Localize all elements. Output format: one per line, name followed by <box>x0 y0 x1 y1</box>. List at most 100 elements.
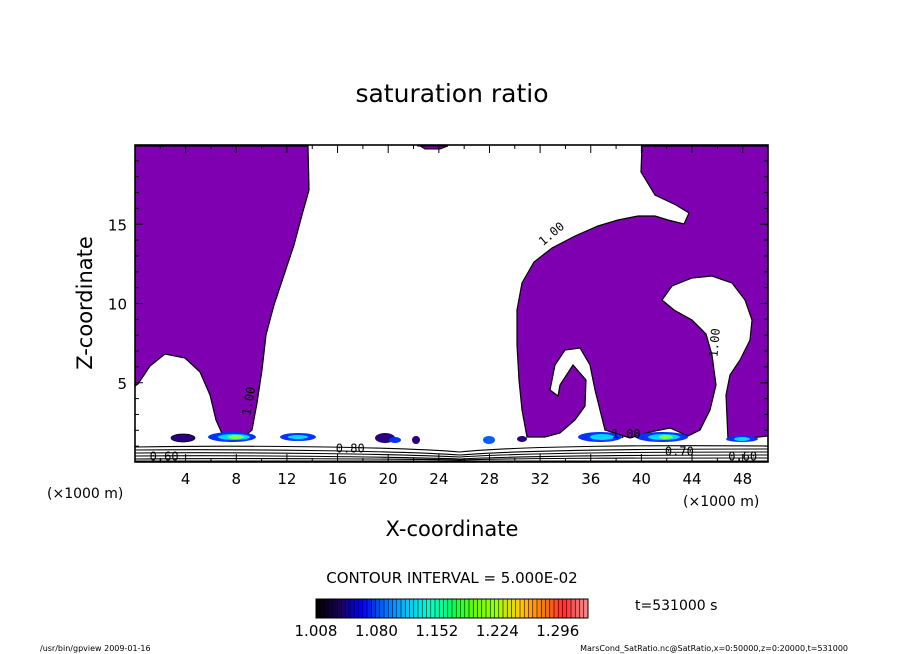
colorbar-swatch <box>447 599 453 618</box>
colorbar-swatch <box>443 599 449 618</box>
colorbar-swatch <box>473 599 478 618</box>
contour-label: 1.00 <box>612 427 641 441</box>
colorbar-swatch <box>379 599 385 618</box>
x-tick-label: 36 <box>581 470 600 488</box>
y-axis-unit: (×1000 m) <box>47 486 123 502</box>
colorbar-swatch <box>401 599 406 618</box>
colorbar-swatch <box>579 599 585 618</box>
colorbar-tick-label: 1.152 <box>415 622 458 640</box>
x-tick-label: 44 <box>682 470 701 488</box>
colorbar-swatch <box>316 599 321 618</box>
colorbar-swatch <box>354 599 359 618</box>
x-tick-label: 48 <box>733 470 752 488</box>
colorbar-swatch <box>566 599 572 618</box>
colorbar-swatch <box>515 599 521 618</box>
colorbar-swatch <box>481 599 487 618</box>
colorbar-swatch <box>405 599 410 618</box>
colorbar-swatch <box>511 599 517 618</box>
contour-label: 0.80 <box>336 441 365 455</box>
colorbar-swatch <box>558 599 563 618</box>
colorbar-frame <box>315 598 589 619</box>
colorbar-swatch <box>371 599 376 618</box>
colorbar-swatch <box>507 599 512 618</box>
colorbar-swatch <box>541 599 546 618</box>
time-label: t=531000 s <box>635 598 717 614</box>
x-tick-label: 8 <box>232 470 242 488</box>
colorbar-swatch <box>524 599 529 618</box>
colorbar-swatch <box>430 599 436 618</box>
colorbar-swatch <box>571 599 576 618</box>
colorbar-swatch <box>537 599 542 618</box>
colorbar-swatch <box>490 599 495 618</box>
colorbar-swatch <box>320 599 325 618</box>
colorbar-swatch <box>328 599 334 618</box>
colorbar-swatch <box>422 599 427 618</box>
colorbar-swatch <box>341 599 347 618</box>
colorbar-swatch <box>350 599 355 618</box>
colorbar-swatch <box>324 599 330 618</box>
x-tick-label: 32 <box>531 470 550 488</box>
colorbar-swatch <box>337 599 342 618</box>
colorbar-tick-label: 1.080 <box>355 622 398 640</box>
contour-label: 0.70 <box>665 445 694 459</box>
y-axis-ticks: 5 10 15 <box>108 160 768 447</box>
colorbar-swatch <box>396 599 402 618</box>
x-tick-label: 28 <box>480 470 499 488</box>
x-tick-label: 12 <box>277 470 296 488</box>
colorbar-swatch <box>494 599 500 618</box>
colorbar-swatch <box>549 599 555 618</box>
plot-area: 1.001.001.001.001.000.60 0.600.80 0.70 <box>135 136 768 463</box>
colorbar-swatch <box>409 599 415 618</box>
colorbar-swatch <box>345 599 351 618</box>
colorbar-swatch <box>384 599 389 618</box>
colorbar-swatch <box>452 599 457 618</box>
colorbar-tick-label: 1.296 <box>536 622 579 640</box>
colorbar-swatch <box>439 599 444 618</box>
x-tick-label: 20 <box>379 470 398 488</box>
y-tick-label: 5 <box>117 375 127 393</box>
colorbar-swatch <box>545 599 551 618</box>
surface-contours <box>135 445 768 462</box>
saturated-region-right <box>516 145 768 441</box>
colorbar-swatch <box>375 599 381 618</box>
x-axis-unit: (×1000 m) <box>683 494 759 510</box>
colorbar-tick-label: 1.008 <box>295 622 338 640</box>
colorbar <box>315 599 589 618</box>
colorbar-swatch <box>358 599 364 618</box>
colorbar-swatch <box>486 599 491 618</box>
colorbar-swatch <box>520 599 525 618</box>
colorbar-swatch <box>583 599 589 618</box>
footer-left: /usr/bin/gpview 2009-01-16 <box>40 644 151 653</box>
colorbar-swatch <box>333 599 338 618</box>
colorbar-labels: 1.008 1.080 1.152 1.224 1.296 <box>295 622 580 640</box>
contour-label: 0.60 <box>150 449 179 463</box>
chart-title: saturation ratio <box>355 79 548 108</box>
colorbar-swatch <box>388 599 393 618</box>
contour-label: 1.00 <box>416 136 445 150</box>
colorbar-swatch <box>392 599 398 618</box>
colorbar-swatch <box>575 599 580 618</box>
contour-label: 1.00 <box>706 328 722 358</box>
colorbar-swatch <box>498 599 504 618</box>
contour-interval-label: CONTOUR INTERVAL = 5.000E-02 <box>326 569 577 587</box>
colorbar-swatch <box>477 599 483 618</box>
colorbar-swatch <box>413 599 419 618</box>
colorbar-swatch <box>460 599 466 618</box>
colorbar-tick-label: 1.224 <box>476 622 519 640</box>
x-axis-ticks: 4 8 12 16 20 24 28 32 36 40 44 48 <box>159 145 752 488</box>
footer-right: MarsCond_SatRatio.nc@SatRatio,x=0:50000,… <box>580 644 848 653</box>
y-tick-label: 15 <box>108 216 127 234</box>
x-tick-label: 16 <box>328 470 347 488</box>
colorbar-swatch <box>554 599 559 618</box>
x-tick-label: 4 <box>181 470 191 488</box>
contour-label: 1.00 <box>239 386 258 417</box>
colorbar-swatch <box>418 599 423 618</box>
colorbar-swatch <box>503 599 508 618</box>
x-tick-label: 24 <box>429 470 448 488</box>
x-axis-label: X-coordinate <box>386 517 519 541</box>
colorbar-swatch <box>435 599 440 618</box>
y-axis-label: Z-coordinate <box>73 236 97 370</box>
colorbar-swatch <box>426 599 432 618</box>
y-tick-label: 10 <box>108 296 127 314</box>
